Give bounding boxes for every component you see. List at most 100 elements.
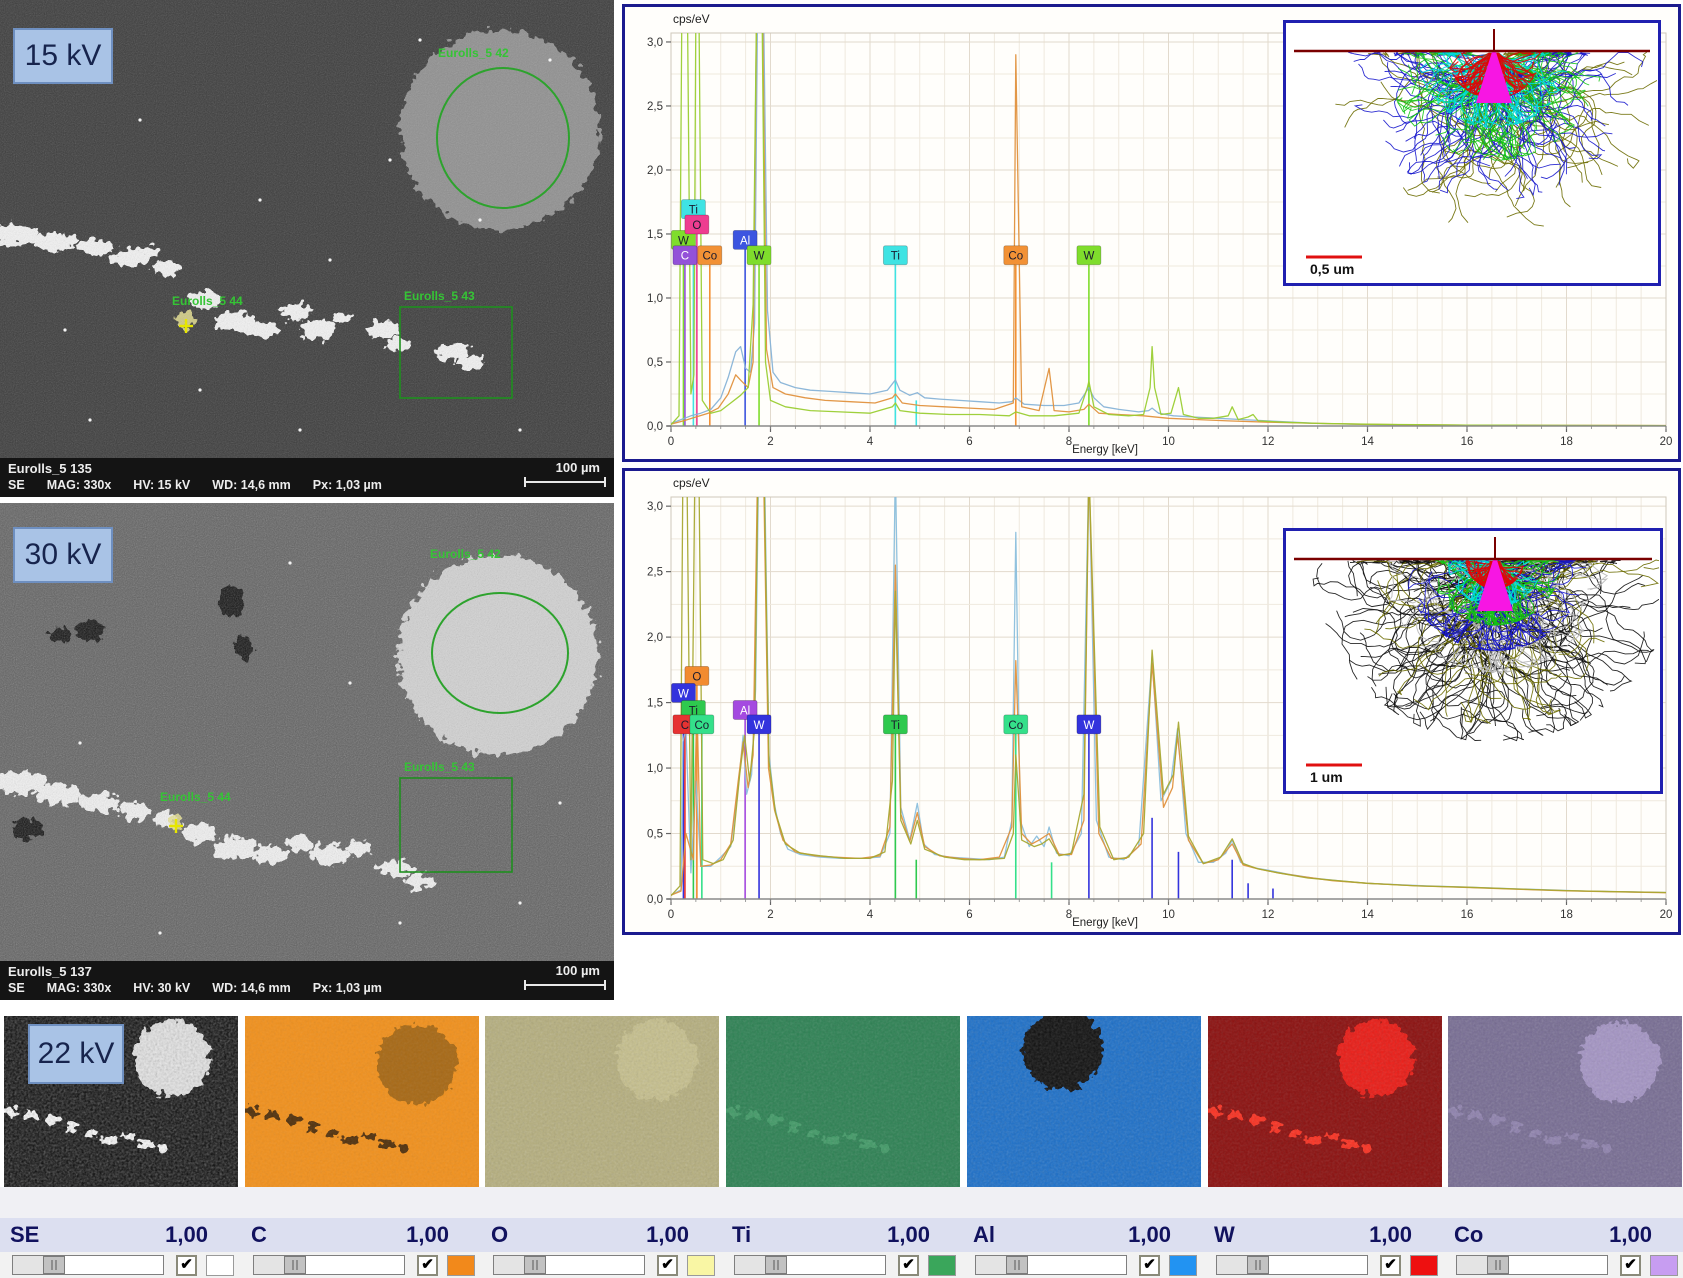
divider-strip	[0, 1187, 1683, 1218]
element-marker-w: W	[1083, 251, 1094, 263]
slider-fill	[976, 1256, 1010, 1274]
color-swatch-co[interactable]	[1650, 1255, 1678, 1276]
element-marker-co: Co	[1008, 720, 1023, 732]
x-tick-label: 10	[1162, 436, 1175, 448]
x-tick-label: 20	[1660, 909, 1673, 921]
opacity-slider-o[interactable]	[493, 1255, 645, 1275]
slider-thumb[interactable]	[1247, 1256, 1269, 1274]
px-label: Px: 1,03 µm	[312, 478, 382, 492]
opacity-slider-se[interactable]	[12, 1255, 164, 1275]
x-tick-label: 0	[668, 909, 674, 921]
element-map-c	[242, 1016, 479, 1187]
visibility-checkbox-se[interactable]: ✔	[176, 1255, 197, 1276]
image-meta: SE MAG: 330x HV: 30 kV WD: 14,6 mm Px: 1,03 …	[8, 980, 404, 996]
visibility-checkbox-c[interactable]: ✔	[417, 1255, 438, 1276]
y-tick-label: 0,0	[647, 421, 663, 433]
element-symbol: Co	[1454, 1222, 1484, 1247]
map-label-column-c: C 1,00	[245, 1218, 479, 1252]
px-label: Px: 1,03 µm	[312, 981, 382, 995]
y-tick-label: 1,0	[647, 293, 663, 305]
map-label-column-w: W 1,00	[1208, 1218, 1442, 1252]
element-marker-al: Al	[740, 235, 750, 247]
opacity-slider-co[interactable]	[1456, 1255, 1608, 1275]
color-swatch-al[interactable]	[1169, 1255, 1197, 1276]
visibility-checkbox-w[interactable]: ✔	[1380, 1255, 1401, 1276]
x-tick-label: 16	[1461, 436, 1474, 448]
element-marker-al: Al	[740, 705, 750, 717]
image-name: Eurolls_5 137	[8, 964, 92, 979]
map-label-band: SE 1,00 C 1,00 O 1,00 Ti 1,00 Al 1,00 W 1,00 Co 1,00	[0, 1218, 1683, 1252]
monte-carlo-inset-30kv: 1 um	[1283, 528, 1663, 794]
x-tick-label: 4	[867, 909, 874, 921]
annotation-label-rect: Eurolls_5 43	[404, 289, 475, 303]
scale-bar: 100 µm	[484, 961, 614, 1000]
y-tick-label: 0,5	[647, 357, 663, 369]
element-marker-w: W	[754, 720, 765, 732]
element-map-o	[485, 1016, 719, 1187]
mag-label: MAG: 330x	[46, 981, 112, 995]
map-label-column-co: Co 1,00	[1448, 1218, 1682, 1252]
element-marker-o: O	[692, 220, 701, 232]
slider-thumb[interactable]	[1487, 1256, 1509, 1274]
y-tick-label: 1,5	[647, 229, 663, 241]
visibility-checkbox-al[interactable]: ✔	[1139, 1255, 1160, 1276]
color-swatch-ti[interactable]	[928, 1255, 956, 1276]
element-marker-co: Co	[702, 251, 717, 263]
x-tick-label: 6	[966, 909, 972, 921]
slider-thumb[interactable]	[284, 1256, 306, 1274]
x-tick-label: 16	[1461, 909, 1474, 921]
x-tick-label: 2	[767, 436, 773, 448]
map-label-column-o: O 1,00	[485, 1218, 719, 1252]
x-axis-title: Energy [keV]	[1072, 917, 1138, 929]
opacity-slider-c[interactable]	[253, 1255, 405, 1275]
visibility-checkbox-co[interactable]: ✔	[1620, 1255, 1641, 1276]
slider-thumb[interactable]	[524, 1256, 546, 1274]
annotation-label-point: Eurolls_5 44	[172, 294, 243, 308]
voltage-badge-22kv: 22 kV	[28, 1024, 124, 1084]
element-marker-w: W	[678, 235, 689, 247]
x-tick-label: 18	[1560, 436, 1573, 448]
x-axis-title: Energy [keV]	[1072, 444, 1138, 456]
scale-line	[524, 980, 606, 990]
color-swatch-w[interactable]	[1410, 1255, 1438, 1276]
element-symbol: O	[491, 1222, 509, 1247]
x-tick-label: 18	[1560, 909, 1573, 921]
hv-label: HV: 15 kV	[133, 478, 191, 492]
element-marker-ti: Ti	[891, 251, 900, 263]
slider-thumb[interactable]	[765, 1256, 787, 1274]
annotation-label-circle: Eurolls_5 42	[430, 547, 501, 561]
element-marker-ti: Ti	[689, 705, 698, 717]
visibility-checkbox-o[interactable]: ✔	[657, 1255, 678, 1276]
color-swatch-c[interactable]	[447, 1255, 475, 1276]
hv-label: HV: 30 kV	[133, 981, 191, 995]
map-label-column-se: SE 1,00	[4, 1218, 238, 1252]
slider-thumb[interactable]	[43, 1256, 65, 1274]
y-tick-label: 0,5	[647, 829, 663, 841]
slider-thumb[interactable]	[1006, 1256, 1028, 1274]
element-map-al	[967, 1010, 1201, 1187]
opacity-slider-w[interactable]	[1216, 1255, 1368, 1275]
y-tick-label: 2,0	[647, 632, 663, 644]
opacity-slider-ti[interactable]	[734, 1255, 886, 1275]
slider-fill	[1457, 1256, 1491, 1274]
opacity-value: 1,00	[406, 1222, 449, 1247]
y-tick-label: 3,0	[647, 501, 663, 513]
visibility-checkbox-ti[interactable]: ✔	[898, 1255, 919, 1276]
x-tick-label: 2	[767, 909, 773, 921]
color-swatch-se[interactable]	[206, 1255, 234, 1276]
element-marker-o: O	[692, 671, 701, 683]
color-swatch-o[interactable]	[687, 1255, 715, 1276]
element-marker-ti: Ti	[891, 720, 900, 732]
slider-fill	[735, 1256, 769, 1274]
opacity-value: 1,00	[1609, 1222, 1652, 1247]
opacity-slider-al[interactable]	[975, 1255, 1127, 1275]
x-tick-label: 0	[668, 436, 674, 448]
x-tick-label: 12	[1262, 436, 1275, 448]
y-tick-label: 2,0	[647, 165, 663, 177]
element-symbol: Al	[973, 1222, 995, 1247]
y-tick-label: 3,0	[647, 37, 663, 49]
map-controls-band: ✔ ✔ ✔ ✔ ✔ ✔ ✔	[0, 1252, 1683, 1278]
scale-line	[524, 477, 606, 487]
element-marker-co: Co	[1008, 251, 1023, 263]
